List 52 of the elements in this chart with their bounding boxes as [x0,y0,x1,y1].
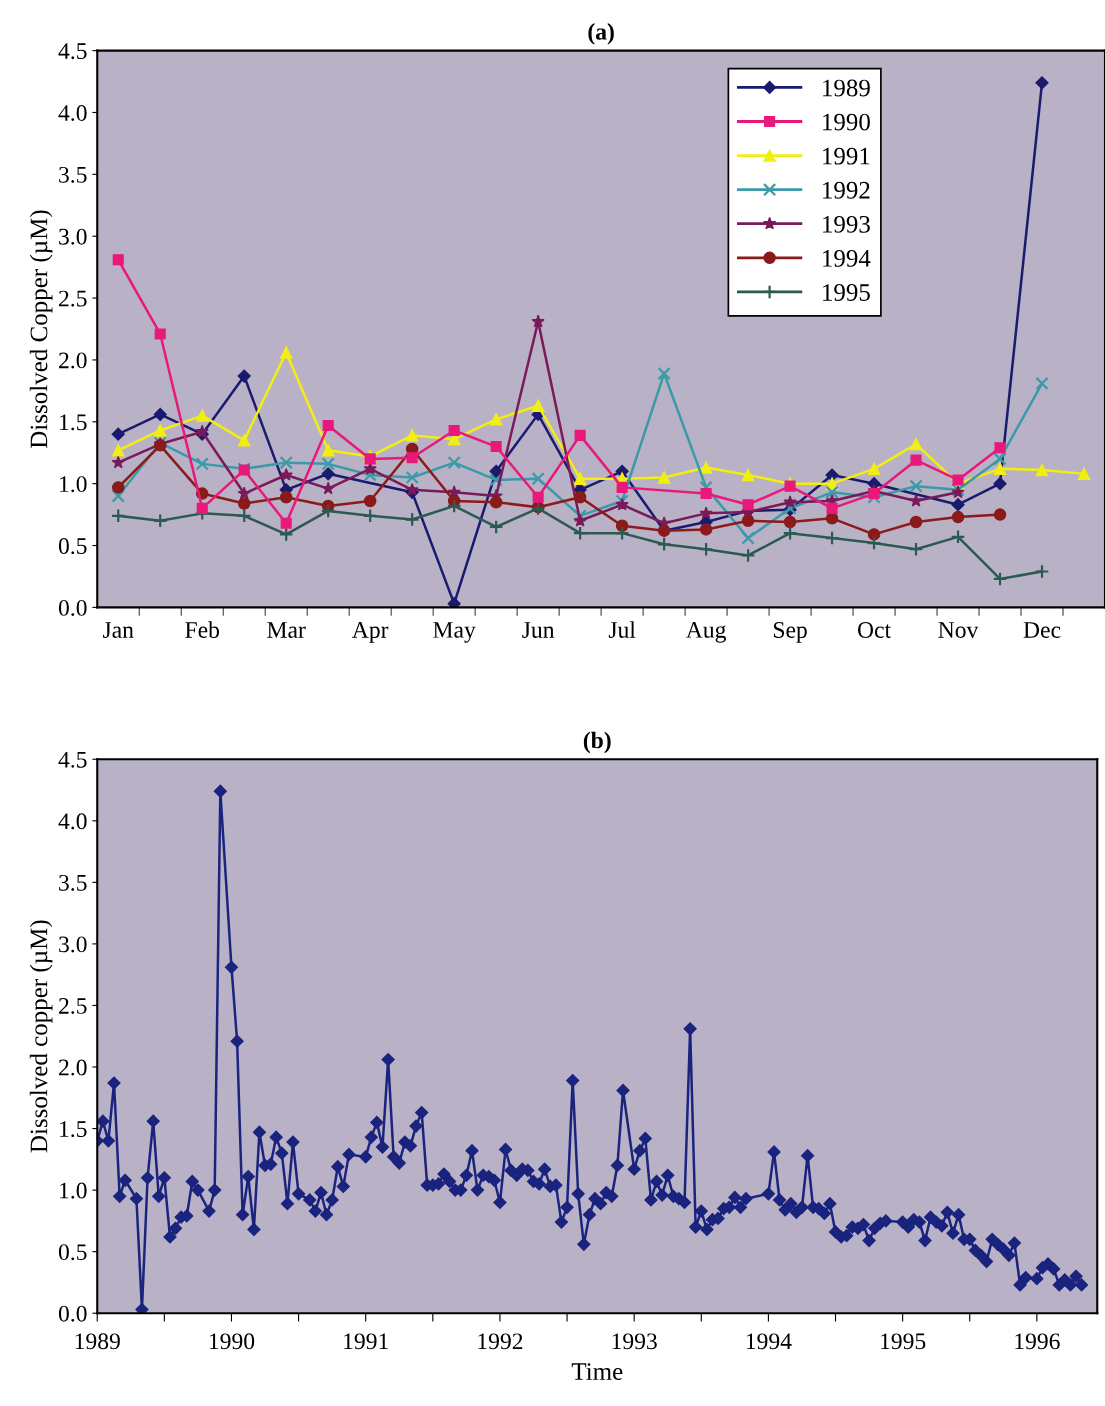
legend-label: 1993 [823,215,870,233]
x-tick-label: Apr [352,622,389,643]
y-axis-title: Dissolved copper (µM) [29,920,53,1153]
y-tick-label: 4.5 [58,43,87,60]
y-tick-label: 3.0 [59,936,87,953]
y-tick-label: 0.5 [58,1244,87,1261]
x-tick-label: 1991 [344,1333,388,1350]
legend-label: 1995 [823,284,870,301]
y-tick-label: 1.0 [60,476,87,493]
y-tick-label: 0.0 [58,1305,87,1322]
x-tick-label: 1993 [612,1333,657,1350]
legend-label: 1989 [823,79,870,97]
y-tick-label: 3.0 [59,228,87,245]
x-tick-label: 1995 [881,1333,926,1350]
y-tick-label: 0.0 [58,599,87,616]
y-tick-label: 4.0 [58,813,87,830]
y-tick-label: 0.5 [58,538,87,555]
x-tick-label: 1989 [75,1333,120,1350]
x-tick-label: Aug [686,622,726,643]
x-tick-label: 1994 [746,1333,792,1350]
x-tick-label: Oct [857,622,891,638]
y-tick-label: 3.5 [59,166,87,183]
x-tick-label: 1996 [1015,1333,1060,1350]
y-tick-label: 1.5 [60,414,87,431]
y-tick-label: 4.5 [58,751,87,768]
x-tick-label: Feb [185,621,220,638]
x-axis-title: Time [571,1363,623,1380]
x-tick-label: Nov [938,622,979,638]
y-tick-label: 2.0 [59,352,87,369]
x-tick-label: Jul [608,621,636,638]
x-tick-label: Mar [267,622,306,638]
y-tick-label: 2.0 [59,1059,87,1076]
x-tick-label: 1992 [478,1333,523,1350]
x-tick-label: Dec [1023,622,1061,638]
x-tick-label: May [433,622,476,643]
y-axis-title: Dissolved Copper (µM) [29,210,53,448]
chart-title: (a) [588,23,614,45]
legend-label: 1994 [823,250,871,267]
y-tick-label: 1.0 [60,1182,87,1199]
y-tick-label: 1.5 [60,1121,87,1138]
legend-label: 1990 [823,113,870,131]
y-tick-label: 4.0 [58,104,87,122]
y-tick-label: 2.5 [59,290,87,307]
chart-title: (b) [583,731,611,754]
x-tick-label: Sep [773,622,807,643]
legend-label: 1991 [823,147,870,165]
x-tick-label: Jun [522,622,555,638]
x-tick-label: 1990 [209,1333,255,1350]
x-tick-label: Jan [102,622,134,638]
y-tick-label: 3.5 [59,874,87,891]
legend-label: 1992 [823,181,870,199]
y-tick-label: 2.5 [59,998,87,1014]
